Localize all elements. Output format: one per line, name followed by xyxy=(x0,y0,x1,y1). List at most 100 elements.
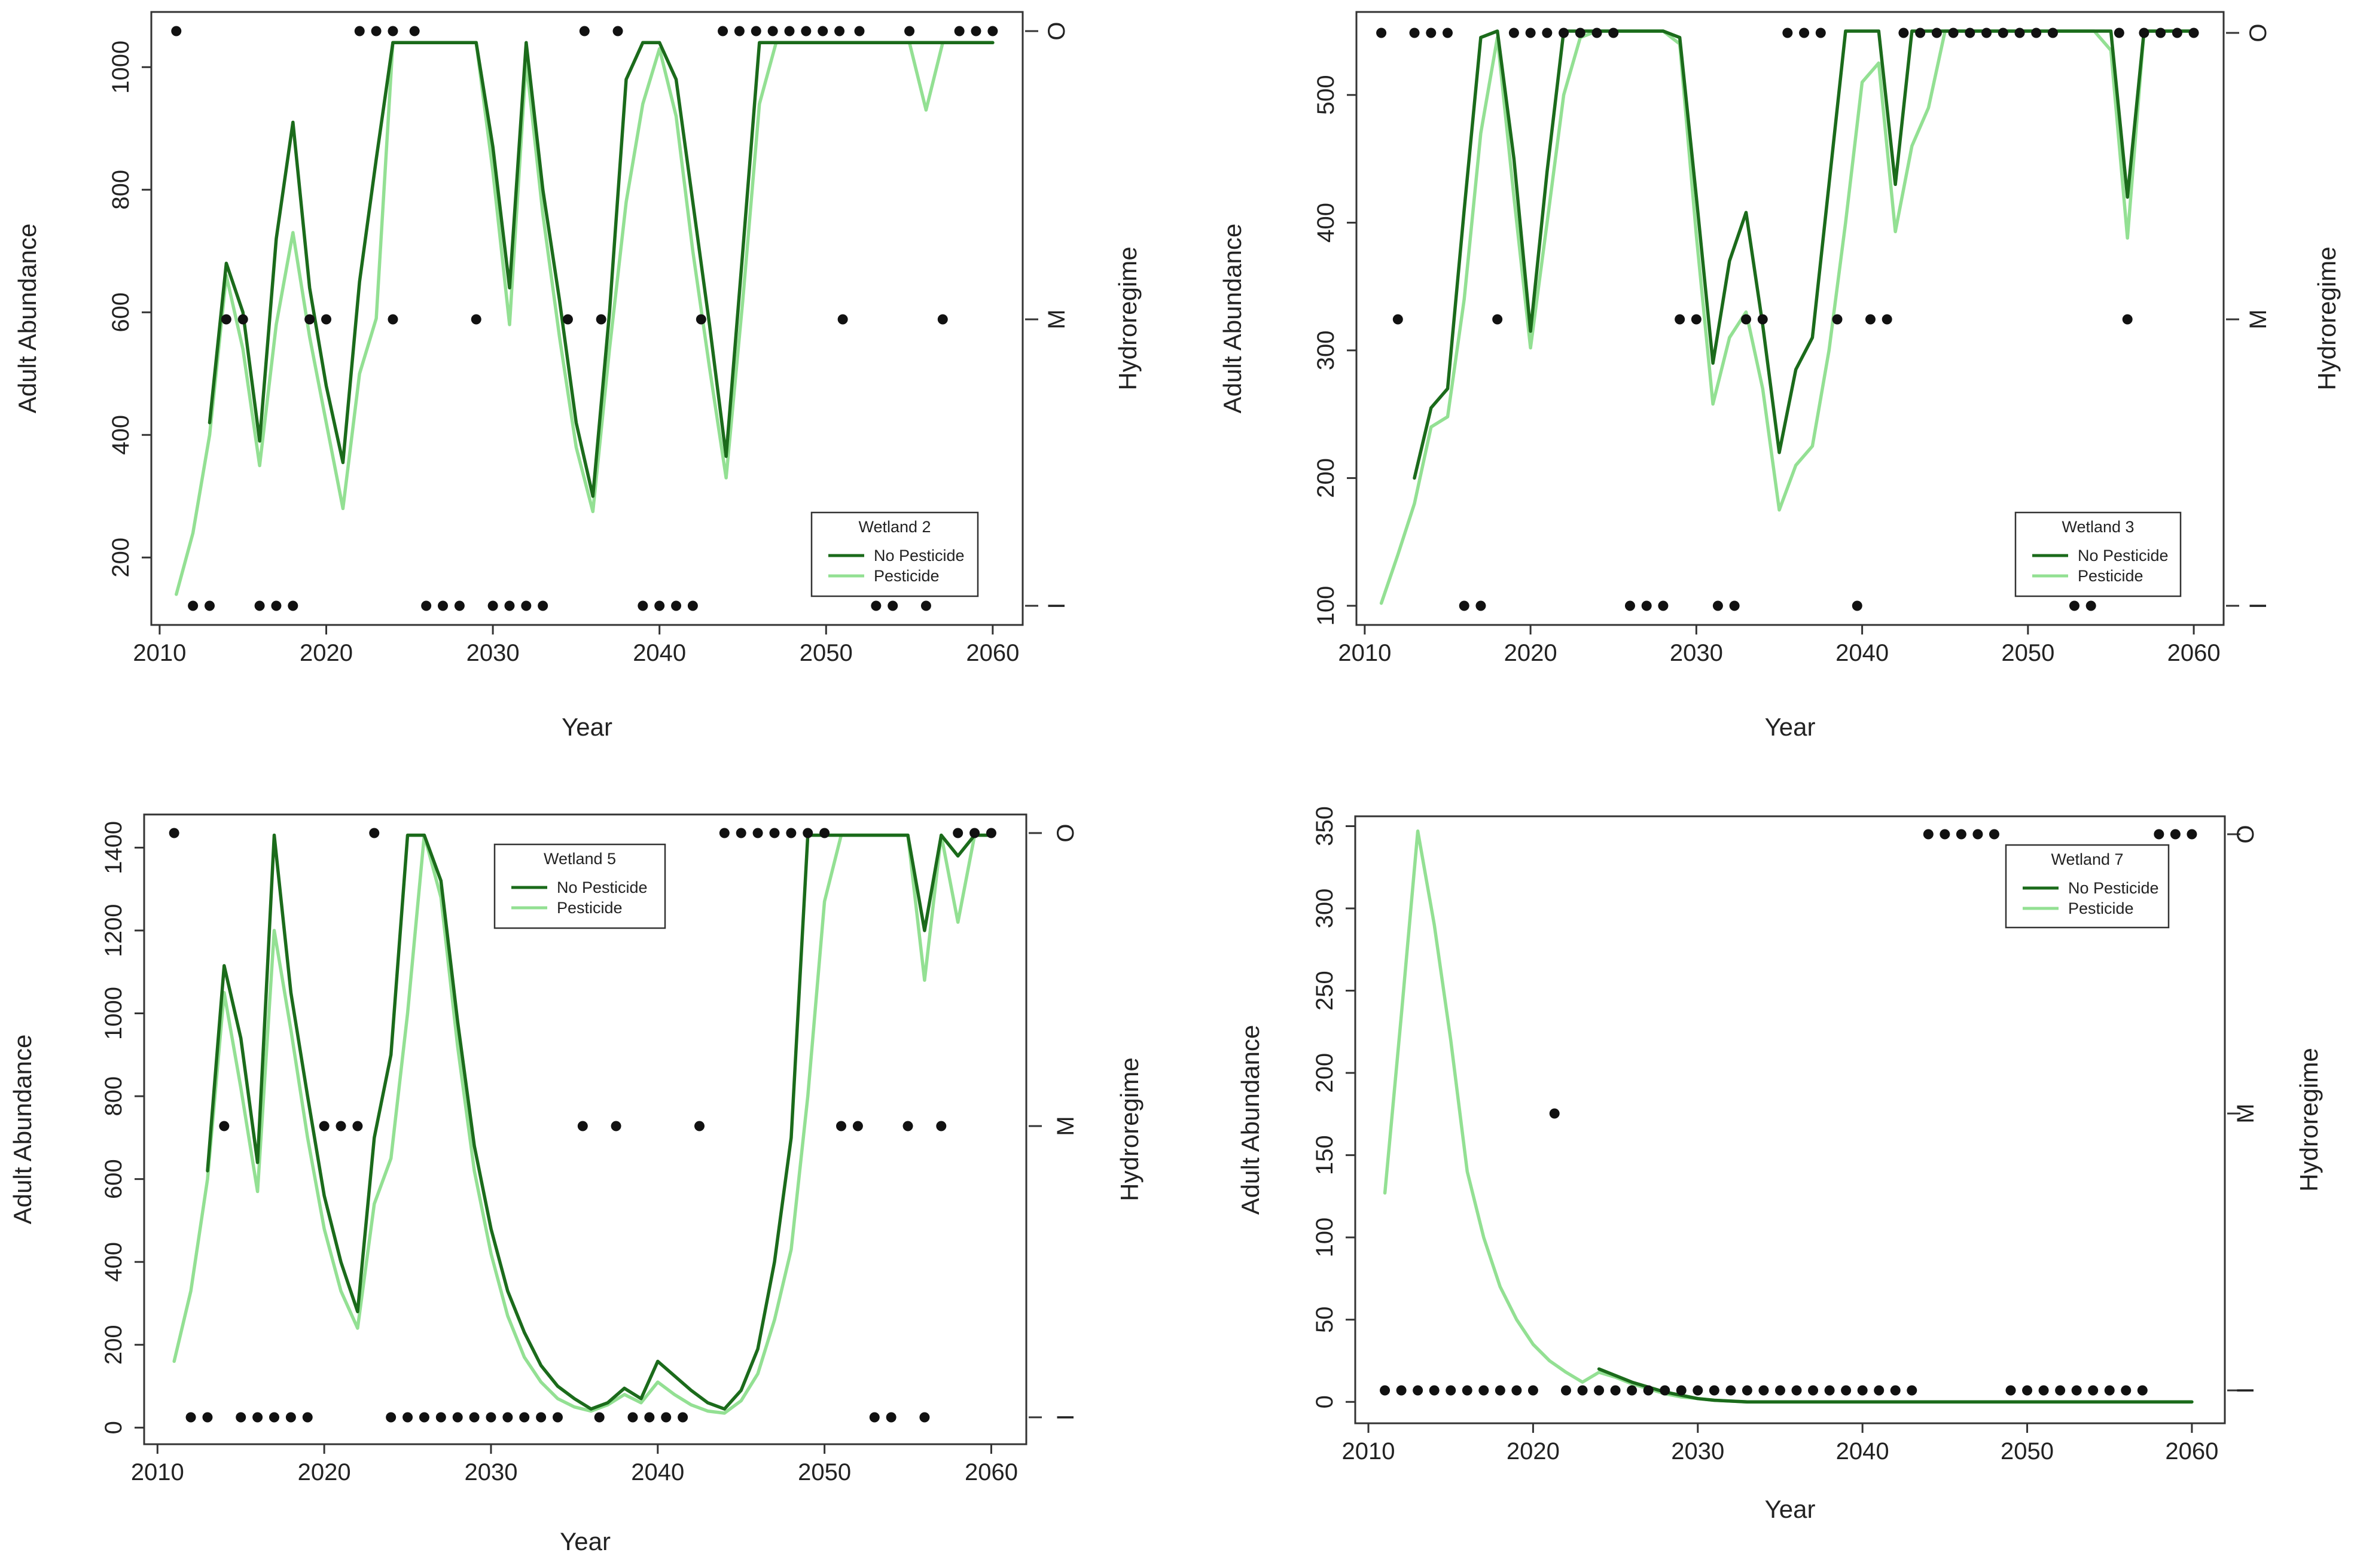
x-tick-label: 2050 xyxy=(2001,1438,2054,1465)
hydroregime-point-O xyxy=(2187,829,2197,840)
hydroregime-point-O xyxy=(719,828,730,838)
hydroregime-point-I xyxy=(271,600,282,611)
legend-label: No Pesticide xyxy=(2078,547,2169,565)
hydroregime-point-I xyxy=(504,600,515,611)
hydroregime-point-O xyxy=(388,26,398,36)
y2-tick-label: M xyxy=(2233,1103,2259,1123)
chart-panel-4: 2010 2020 2030 2040 2050 2060 0 50 100 150 200 250 3… xyxy=(1236,806,2323,1523)
x-tick-label: 2040 xyxy=(633,640,686,666)
hydroregime-point-I xyxy=(435,1412,446,1423)
hydroregime-point-O xyxy=(1948,28,1959,38)
x-tick-label: 2020 xyxy=(1504,640,1557,666)
y2-tick-label: O xyxy=(2245,23,2271,42)
hydroregime-point-I xyxy=(920,600,931,611)
hydroregime-point-O xyxy=(954,26,965,36)
hydroregime-point-O xyxy=(767,26,778,36)
hydroregime-point-O xyxy=(1998,28,2008,38)
hydroregime-point-O xyxy=(1981,28,1992,38)
hydroregime-point-M xyxy=(836,1121,847,1131)
y2-tick-label: I xyxy=(1044,602,1070,609)
hydroregime-point-I xyxy=(1693,1385,1703,1396)
hydroregime-point-O xyxy=(371,26,382,36)
hydroregime-point-M xyxy=(562,314,573,325)
legend-label: Pesticide xyxy=(2068,899,2134,917)
hydroregime-point-M xyxy=(577,1121,588,1131)
hydroregime-point-O xyxy=(734,26,745,36)
hydroregime-point-I xyxy=(2005,1385,2016,1396)
hydroregime-point-I xyxy=(536,1412,547,1423)
hydroregime-point-I xyxy=(1660,1385,1670,1396)
y-tick-label: 400 xyxy=(1313,203,1339,243)
hydroregime-point-I xyxy=(671,600,682,611)
hydroregime-point-O xyxy=(803,828,813,838)
plot-frame xyxy=(1355,11,2225,626)
hydroregime-point-O xyxy=(1915,28,1926,38)
hydroregime-point-O xyxy=(409,26,420,36)
hydroregime-point-O xyxy=(1799,28,1810,38)
hydroregime-point-O xyxy=(1559,28,1569,38)
x-tick-label: 2060 xyxy=(2165,1438,2218,1465)
y-tick-label: 200 xyxy=(108,538,134,578)
hydroregime-point-I xyxy=(521,600,532,611)
hydroregime-point-I xyxy=(1577,1385,1588,1396)
hydroregime-point-O xyxy=(2031,28,2042,38)
y-tick-label: 400 xyxy=(108,415,134,455)
hydroregime-point-M xyxy=(1865,314,1876,325)
y2-tick-label: M xyxy=(1053,1116,1079,1136)
hydroregime-point-I xyxy=(638,600,648,611)
hydroregime-point-O xyxy=(818,26,828,36)
hydroregime-point-O xyxy=(2188,28,2199,38)
hydroregime-point-I xyxy=(654,600,665,611)
y-tick-label: 600 xyxy=(108,292,134,332)
hydroregime-point-M xyxy=(696,314,706,325)
hydroregime-point-I xyxy=(1676,1385,1687,1396)
hydroregime-point-I xyxy=(2085,600,2096,611)
legend-label: No Pesticide xyxy=(874,547,965,565)
x-tick-label: 2060 xyxy=(966,640,1019,666)
hydroregime-point-I xyxy=(869,1412,880,1423)
y-tick-label: 200 xyxy=(100,1325,127,1365)
hydroregime-point-O xyxy=(2139,28,2149,38)
x-tick-label: 2010 xyxy=(1342,1438,1395,1465)
series-line-pesticide xyxy=(175,41,995,596)
legend-box xyxy=(2005,844,2170,929)
hydroregime-point-I xyxy=(2038,1385,2049,1396)
hydroregime-point-I xyxy=(486,1412,496,1423)
legend-title: Wetland 3 xyxy=(2062,518,2134,536)
hydroregime-point-I xyxy=(687,600,698,611)
y-tick-label: 300 xyxy=(1312,889,1338,929)
hydroregime-point-I xyxy=(1446,1385,1456,1396)
hydroregime-point-M xyxy=(1741,314,1752,325)
x-tick-label: 2050 xyxy=(2001,640,2054,666)
x-tick-label: 2030 xyxy=(466,640,520,666)
hydroregime-point-O xyxy=(2014,28,2025,38)
legend-title: Wetland 7 xyxy=(2051,850,2123,868)
hydroregime-point-I xyxy=(1808,1385,1819,1396)
x-tick-label: 2060 xyxy=(2167,640,2221,666)
hydroregime-point-I xyxy=(1709,1385,1719,1396)
hydroregime-point-I xyxy=(538,600,548,611)
legend-label: Pesticide xyxy=(874,567,940,585)
legend: Wetland 2 No Pesticide Pesticide xyxy=(810,511,979,597)
y2-axis-title: Hydroregime xyxy=(1114,246,1142,390)
hydroregime-point-O xyxy=(1442,28,1453,38)
legend-label: Pesticide xyxy=(557,899,623,917)
hydroregime-point-I xyxy=(1527,1385,1538,1396)
hydroregime-point-M xyxy=(237,314,248,325)
hydroregime-point-M xyxy=(1882,314,1892,325)
hydroregime-point-I xyxy=(438,600,449,611)
hydroregime-point-O xyxy=(1782,28,1793,38)
hydroregime-point-I xyxy=(552,1412,563,1423)
hydroregime-point-O xyxy=(1972,829,1983,840)
hydroregime-point-I xyxy=(1852,600,1862,611)
hydroregime-point-O xyxy=(834,26,845,36)
hydroregime-point-O xyxy=(786,828,797,838)
hydroregime-point-I xyxy=(1624,600,1635,611)
y-tick-label: 250 xyxy=(1312,971,1338,1011)
chart-panel-2: 2010 2020 2030 2040 2050 2060 100 200 300 400 500 I… xyxy=(1218,11,2341,741)
hydroregime-point-O xyxy=(1376,28,1387,38)
hydroregime-point-O xyxy=(2114,28,2124,38)
hydroregime-point-I xyxy=(2055,1385,2066,1396)
hydroregime-point-M xyxy=(471,314,481,325)
hydroregime-point-M xyxy=(611,1121,621,1131)
